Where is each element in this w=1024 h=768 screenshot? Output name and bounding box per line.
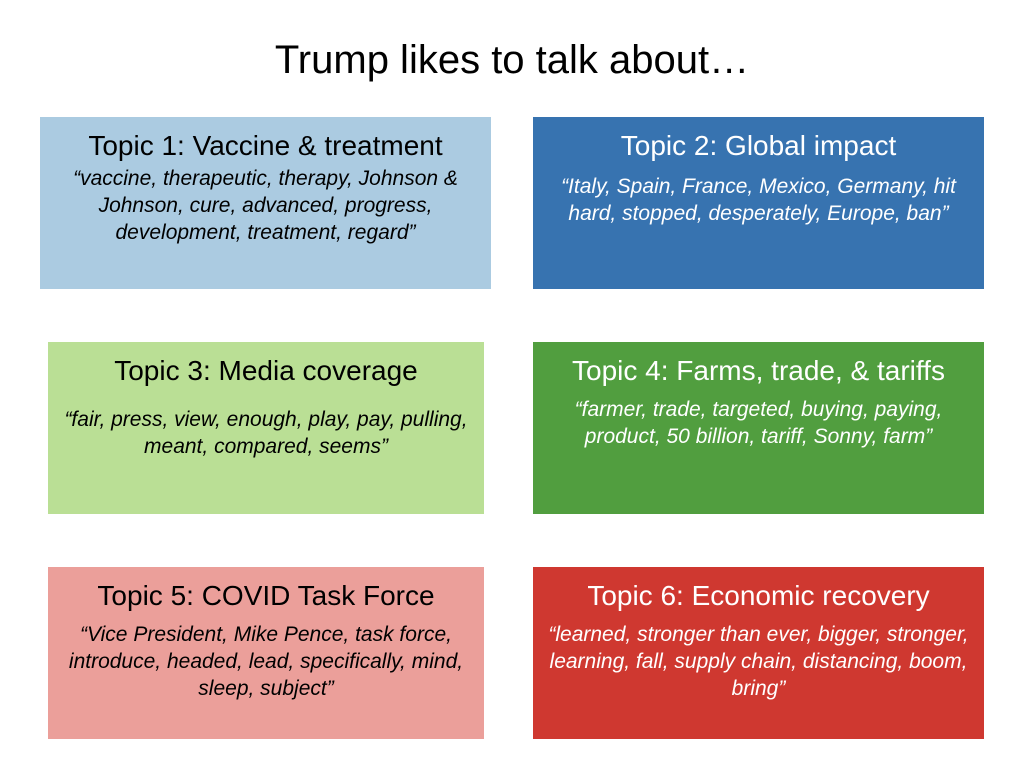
topic-1-heading: Topic 1: Vaccine & treatment bbox=[88, 130, 443, 161]
topic-3-box: Topic 3: Media coverage “fair, press, vi… bbox=[48, 342, 484, 514]
topic-1-keywords: “vaccine, therapeutic, therapy, Johnson … bbox=[73, 167, 458, 244]
topic-6-box: Topic 6: Economic recovery “learned, str… bbox=[533, 567, 984, 739]
topic-2-box: Topic 2: Global impact “Italy, Spain, Fr… bbox=[533, 117, 984, 289]
topic-3-heading: Topic 3: Media coverage bbox=[114, 355, 418, 386]
topic-5-box: Topic 5: COVID Task Force “Vice Presiden… bbox=[48, 567, 484, 739]
topic-4-heading: Topic 4: Farms, trade, & tariffs bbox=[572, 355, 945, 386]
topic-4-box: Topic 4: Farms, trade, & tariffs “farmer… bbox=[533, 342, 984, 514]
topic-3-keywords: “fair, press, view, enough, play, pay, p… bbox=[64, 408, 468, 458]
topic-6-keywords: “learned, stronger than ever, bigger, st… bbox=[548, 623, 969, 700]
topic-5-keywords: “Vice President, Mike Pence, task force,… bbox=[68, 623, 464, 700]
topic-2-heading: Topic 2: Global impact bbox=[620, 130, 897, 161]
topic-1-box: Topic 1: Vaccine & treatment “vaccine, t… bbox=[40, 117, 491, 289]
slide-title: Trump likes to talk about… bbox=[274, 38, 750, 82]
topic-6-heading: Topic 6: Economic recovery bbox=[587, 580, 930, 611]
topic-4-keywords: “farmer, trade, targeted, buying, paying… bbox=[574, 398, 943, 448]
topic-2-keywords: “Italy, Spain, France, Mexico, Germany, … bbox=[561, 175, 956, 225]
topic-5-heading: Topic 5: COVID Task Force bbox=[97, 580, 435, 611]
